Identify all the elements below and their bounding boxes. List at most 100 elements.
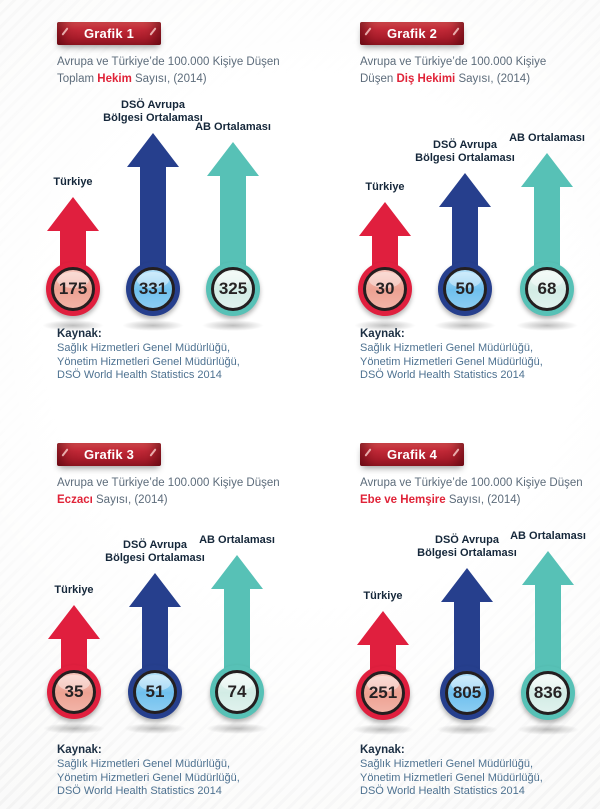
- value-ring: 331: [131, 267, 175, 311]
- arrow-ab: 68: [502, 153, 592, 334]
- title-post: Sayısı, (2014): [131, 73, 207, 85]
- drop-shadow: [122, 320, 184, 331]
- source-label: Kaynak:: [57, 744, 102, 756]
- ribbon-pin-icon: [61, 448, 69, 457]
- value-badge: 68: [520, 262, 574, 316]
- arrow-head: [47, 197, 99, 231]
- value-badge: 51: [128, 665, 182, 719]
- source-line: Yönetim Hizmetleri Genel Müdürlüğü,: [57, 355, 240, 368]
- arrow-ab: 836: [503, 551, 593, 738]
- arrow-head: [207, 142, 259, 176]
- arrow-turkiye: 251: [338, 611, 428, 738]
- value-number: 35: [64, 682, 84, 701]
- value-badge: 331: [126, 262, 180, 316]
- source-line: Sağlık Hizmetleri Genel Müdürlüğü,: [57, 342, 231, 354]
- value-number: 331: [138, 279, 168, 298]
- arrow-head: [127, 133, 179, 167]
- value-ring: 51: [133, 670, 177, 714]
- gloss-highlight: [367, 676, 399, 692]
- chart-title: Avrupa ve Türkiye’de 100.000 Kişiye Düşe…: [360, 475, 600, 509]
- drop-shadow: [206, 723, 268, 734]
- chart-panel-grafik-3: Grafik 3 Avrupa ve Türkiye’de 100.000 Ki…: [0, 421, 300, 809]
- arrow-head: [522, 551, 574, 585]
- grafik-badge-label: Grafik 3: [83, 447, 134, 462]
- arrow-head: [521, 153, 573, 187]
- value-badge: 175: [46, 262, 100, 316]
- arrow-head: [48, 605, 100, 639]
- arrow-turkiye: 30: [340, 202, 430, 334]
- source-line: Yönetim Hizmetleri Genel Müdürlüğü,: [360, 771, 543, 784]
- gloss-highlight: [137, 272, 169, 288]
- value-number: 68: [537, 279, 557, 298]
- gloss-highlight: [369, 272, 401, 288]
- title-highlight: Diş Hekimi: [396, 73, 456, 85]
- ribbon-pin-icon: [61, 27, 69, 36]
- series-label-turkiye: Türkiye: [365, 181, 405, 193]
- value-badge: 35: [47, 665, 101, 719]
- chart-title-line1: Avrupa ve Türkiye’de 100.000 Kişiye: [360, 56, 547, 68]
- arrow-head: [439, 173, 491, 207]
- grafik-4-badge-ribbon: Grafik 4: [360, 443, 464, 466]
- source-line: Sağlık Hizmetleri Genel Müdürlüğü,: [360, 758, 534, 770]
- source-line: Yönetim Hizmetleri Genel Müdürlüğü,: [57, 771, 240, 784]
- series-label-turkiye: Türkiye: [54, 584, 94, 596]
- value-ring: 836: [526, 671, 570, 715]
- source-line: DSÖ World Health Statistics 2014: [360, 785, 525, 797]
- series-label-dso-avrupa: DSÖ Avrupa Bölgesi Ortalaması: [417, 534, 517, 559]
- gloss-highlight: [532, 676, 564, 692]
- ribbon-pin-icon: [364, 27, 372, 36]
- value-ring: 68: [525, 267, 569, 311]
- source-label: Kaynak:: [360, 328, 405, 340]
- series-label-dso-avrupa: DSÖ Avrupa Bölgesi Ortalaması: [105, 539, 205, 564]
- source-line: Sağlık Hizmetleri Genel Müdürlüğü,: [57, 758, 231, 770]
- arrow-dso-avrupa: 50: [420, 173, 510, 334]
- value-ring: 805: [445, 671, 489, 715]
- chart-title-line1: Avrupa ve Türkiye’de 100.000 Kişiye Düşe…: [57, 477, 280, 489]
- value-ring: 251: [361, 671, 405, 715]
- gloss-highlight: [451, 676, 483, 692]
- source-line: DSÖ World Health Statistics 2014: [57, 785, 222, 797]
- source-block: Kaynak: Sağlık Hizmetleri Genel Müdürlüğ…: [57, 328, 297, 383]
- source-line: DSÖ World Health Statistics 2014: [360, 369, 525, 381]
- series-label-turkiye: Türkiye: [53, 176, 93, 188]
- value-number: 51: [145, 682, 165, 701]
- chart-panel-grafik-2: Grafik 2 Avrupa ve Türkiye’de 100.000 Ki…: [303, 0, 600, 421]
- gloss-highlight: [531, 272, 563, 288]
- value-badge: 325: [206, 262, 260, 316]
- arrow-turkiye: 175: [28, 197, 118, 334]
- gloss-highlight: [449, 272, 481, 288]
- drop-shadow: [43, 723, 105, 734]
- value-ring: 30: [363, 267, 407, 311]
- drop-shadow: [436, 724, 498, 735]
- arrow-dso-avrupa: 331: [108, 133, 198, 334]
- value-ring: 74: [215, 670, 259, 714]
- chart-title: Avrupa ve Türkiye’de 100.000 Kişiye Düşe…: [360, 54, 600, 88]
- value-number: 836: [533, 683, 563, 702]
- series-label-ab: AB Ortalaması: [199, 534, 275, 546]
- arrow-dso-avrupa: 51: [110, 573, 200, 737]
- source-label: Kaynak:: [57, 328, 102, 340]
- grafik-3-badge-ribbon: Grafik 3: [57, 443, 161, 466]
- title-highlight: Ebe ve Hemşire: [360, 494, 446, 506]
- series-label-turkiye: Türkiye: [363, 590, 403, 602]
- source-label: Kaynak:: [360, 744, 405, 756]
- chart-title-line1: Avrupa ve Türkiye’de 100.000 Kişiye Düşe…: [360, 477, 583, 489]
- source-block: Kaynak: Sağlık Hizmetleri Genel Müdürlüğ…: [360, 744, 600, 799]
- value-ring: 175: [51, 267, 95, 311]
- value-number: 805: [452, 683, 482, 702]
- ribbon-pin-icon: [149, 27, 157, 36]
- grafik-badge-label: Grafik 4: [386, 447, 437, 462]
- arrow-dso-avrupa: 805: [422, 568, 512, 738]
- ribbon-pin-icon: [149, 448, 157, 457]
- arrow-ab: 325: [188, 142, 278, 334]
- value-number: 74: [227, 682, 247, 701]
- source-block: Kaynak: Sağlık Hizmetleri Genel Müdürlüğ…: [57, 744, 297, 799]
- title-post: Sayısı, (2014): [445, 494, 521, 506]
- value-badge: 74: [210, 665, 264, 719]
- title-post: Sayısı, (2014): [455, 73, 531, 85]
- chart-title-line2: Ebe ve Hemşire Sayısı, (2014): [360, 492, 600, 509]
- chart-title-line2: Düşen Diş Hekimi Sayısı, (2014): [360, 71, 600, 88]
- value-ring: 325: [211, 267, 255, 311]
- drop-shadow: [42, 320, 104, 331]
